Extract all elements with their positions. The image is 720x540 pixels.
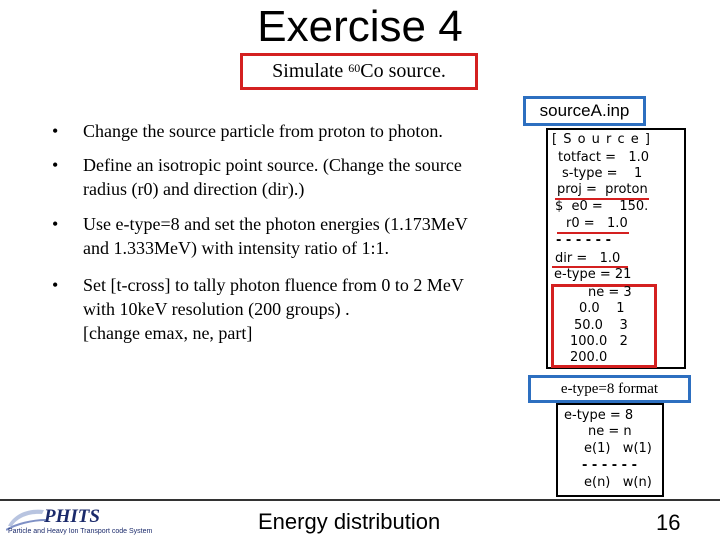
file-energy-row: 50.0 3 bbox=[574, 318, 628, 333]
file-energy-row: 100.0 2 bbox=[570, 334, 628, 349]
bullet-item: • Set [t-cross] to tally photon fluence … bbox=[52, 273, 518, 345]
logo-name: PHITS bbox=[44, 506, 100, 527]
logo-subtitle: Particle and Heavy Ion Transport code Sy… bbox=[8, 528, 153, 535]
footer-divider bbox=[0, 499, 720, 501]
subtitle-prefix: Simulate bbox=[272, 60, 349, 82]
energy-values-box bbox=[551, 284, 657, 368]
footer-caption: Energy distribution bbox=[258, 509, 441, 534]
bullet-marker: • bbox=[52, 121, 59, 141]
input-file-panel bbox=[546, 128, 686, 369]
file-energy-row: 200.0 bbox=[570, 350, 608, 365]
format-panel bbox=[556, 403, 664, 497]
file-line-e-type: e-type = 21 bbox=[554, 267, 632, 282]
format-separator: - - - - - - bbox=[582, 458, 638, 473]
bullet-item: • Define an isotropic point source. (Cha… bbox=[52, 153, 518, 201]
format-line-first: e(1) w(1) bbox=[584, 441, 652, 456]
phits-logo-icon bbox=[6, 509, 47, 531]
subtitle-superscript: 60 bbox=[348, 61, 361, 75]
bullet-item: • Use e-type=8 and set the photon energi… bbox=[52, 212, 518, 260]
dir-red-underline bbox=[552, 266, 628, 268]
bullet-line: Change the source particle from proton t… bbox=[83, 121, 443, 141]
file-line-dir: dir = 1.0 bbox=[555, 251, 621, 266]
file-line-s-type: s-type = 1 bbox=[562, 166, 643, 181]
bullet-line: radius (r0) and direction (dir).) bbox=[83, 179, 305, 199]
input-file-label: sourceA.inp bbox=[523, 96, 646, 126]
bullet-line: Set [t-cross] to tally photon fluence fr… bbox=[83, 275, 464, 295]
bullet-line: with 10keV resolution (200 groups) . bbox=[83, 299, 350, 319]
proj-red-underline bbox=[555, 198, 649, 200]
source-section-header: [ S o u r c e ] bbox=[552, 132, 652, 147]
file-separator: - - - - - - bbox=[556, 233, 612, 248]
slide-title: Exercise 4 bbox=[257, 2, 463, 51]
subtitle-suffix: Co source. bbox=[360, 60, 446, 82]
file-line-proj: proj = proton bbox=[557, 182, 648, 197]
file-energy-row: 0.0 1 bbox=[579, 301, 625, 316]
subtitle-box: Simulate 60Co source. bbox=[240, 53, 478, 90]
bullet-marker: • bbox=[52, 214, 59, 234]
format-line-last: e(n) w(n) bbox=[584, 475, 652, 490]
format-label: e-type=8 format bbox=[528, 375, 691, 403]
file-line-totfact: totfact = 1.0 bbox=[558, 150, 650, 165]
bullet-line: Use e-type=8 and set the photon energies… bbox=[83, 214, 468, 234]
page-number: 16 bbox=[656, 510, 681, 535]
file-line-r0: r0 = 1.0 bbox=[566, 216, 628, 231]
file-line-e0: $ e0 = 150. bbox=[555, 199, 649, 214]
bullet-item: • Change the source particle from proton… bbox=[52, 119, 518, 143]
bullet-marker: • bbox=[52, 155, 59, 175]
file-line-ne: ne = 3 bbox=[588, 285, 632, 300]
bullet-line: Define an isotropic point source. (Chang… bbox=[83, 155, 462, 175]
format-line-ne: ne = n bbox=[588, 424, 632, 439]
bullet-line: [change emax, ne, part] bbox=[83, 323, 253, 343]
r0-red-underline bbox=[557, 232, 629, 234]
bullet-marker: • bbox=[52, 275, 59, 295]
bullet-line: and 1.333MeV) with intensity ratio of 1:… bbox=[83, 238, 389, 258]
format-line-e-type: e-type = 8 bbox=[564, 408, 634, 423]
